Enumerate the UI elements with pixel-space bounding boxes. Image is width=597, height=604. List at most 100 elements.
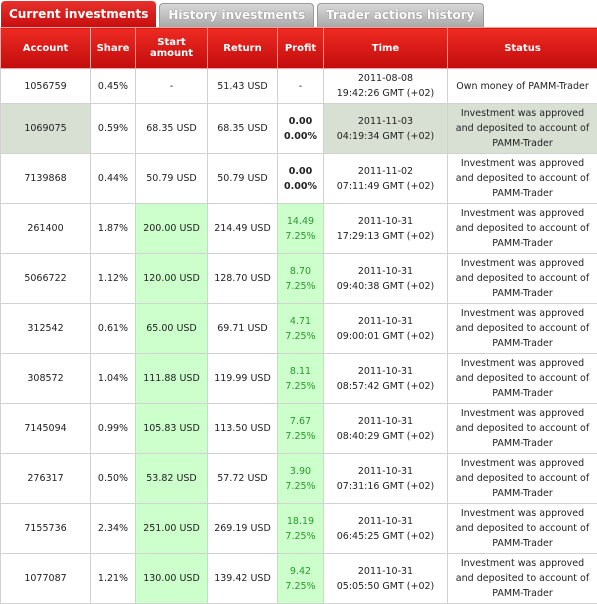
- profit-line: 0.00%: [282, 179, 319, 194]
- start-amount-cell: 53.82 USD: [136, 454, 208, 504]
- start-amount-cell: 251.00 USD: [136, 504, 208, 554]
- account-cell: 1056759: [1, 69, 91, 104]
- time-line: 2011-10-31: [328, 214, 443, 229]
- column-header: Start amount: [136, 28, 208, 69]
- status-cell: Investment was approved and deposited to…: [448, 554, 597, 604]
- share-cell: 2.34%: [91, 504, 136, 554]
- time-line: 06:45:25 GMT (+02): [328, 529, 443, 544]
- column-header: Time: [324, 28, 448, 69]
- account-cell: 312542: [1, 304, 91, 354]
- time-line: 07:11:49 GMT (+02): [328, 179, 443, 194]
- share-cell: 0.99%: [91, 404, 136, 454]
- tab[interactable]: History investments: [159, 3, 314, 27]
- share-cell: 0.45%: [91, 69, 136, 104]
- account-cell: 1069075: [1, 104, 91, 154]
- return-cell: 113.50 USD: [208, 404, 278, 454]
- profit-line: 0.00: [282, 114, 319, 129]
- profit-line: 8.70: [282, 264, 319, 279]
- column-header: Account: [1, 28, 91, 69]
- time-line: 2011-10-31: [328, 564, 443, 579]
- column-header: Status: [448, 28, 597, 69]
- profit-line: 3.90: [282, 464, 319, 479]
- start-amount-cell: 50.79 USD: [136, 154, 208, 204]
- tab[interactable]: Trader actions history: [317, 3, 483, 27]
- return-cell: 139.42 USD: [208, 554, 278, 604]
- profit-line: 9.42: [282, 564, 319, 579]
- time-line: 07:31:16 GMT (+02): [328, 479, 443, 494]
- return-cell: 57.72 USD: [208, 454, 278, 504]
- profit-cell: -: [278, 69, 324, 104]
- time-line: 08:57:42 GMT (+02): [328, 379, 443, 394]
- share-cell: 0.59%: [91, 104, 136, 154]
- column-header: Share: [91, 28, 136, 69]
- profit-line: 7.25%: [282, 579, 319, 594]
- profit-line: 7.25%: [282, 479, 319, 494]
- time-line: 2011-10-31: [328, 314, 443, 329]
- time-line: 09:00:01 GMT (+02): [328, 329, 443, 344]
- profit-line: 7.25%: [282, 429, 319, 444]
- time-line: 2011-11-03: [328, 114, 443, 129]
- status-cell: Investment was approved and deposited to…: [448, 404, 597, 454]
- return-cell: 269.19 USD: [208, 504, 278, 554]
- start-amount-cell: 200.00 USD: [136, 204, 208, 254]
- time-line: 2011-11-02: [328, 164, 443, 179]
- profit-line: 7.25%: [282, 229, 319, 244]
- account-cell: 7155736: [1, 504, 91, 554]
- return-cell: 50.79 USD: [208, 154, 278, 204]
- time-line: 19:42:26 GMT (+02): [328, 86, 443, 101]
- status-cell: Investment was approved and deposited to…: [448, 354, 597, 404]
- status-cell: Investment was approved and deposited to…: [448, 454, 597, 504]
- time-line: 04:19:34 GMT (+02): [328, 129, 443, 144]
- status-cell: Own money of PAMM-Trader: [448, 69, 597, 104]
- profit-line: 7.67: [282, 414, 319, 429]
- return-cell: 51.43 USD: [208, 69, 278, 104]
- start-amount-cell: 111.88 USD: [136, 354, 208, 404]
- status-cell: Investment was approved and deposited to…: [448, 504, 597, 554]
- profit-line: 18.19: [282, 514, 319, 529]
- time-line: 2011-10-31: [328, 264, 443, 279]
- column-header: Profit: [278, 28, 324, 69]
- profit-line: 14.49: [282, 214, 319, 229]
- share-cell: 1.21%: [91, 554, 136, 604]
- return-cell: 68.35 USD: [208, 104, 278, 154]
- status-cell: Investment was approved and deposited to…: [448, 154, 597, 204]
- time-line: 2011-10-31: [328, 514, 443, 529]
- profit-line: 7.25%: [282, 329, 319, 344]
- profit-line: 7.25%: [282, 279, 319, 294]
- profit-line: 8.11: [282, 364, 319, 379]
- share-cell: 0.44%: [91, 154, 136, 204]
- account-cell: 7139868: [1, 154, 91, 204]
- start-amount-cell: 68.35 USD: [136, 104, 208, 154]
- time-line: 2011-08-08: [328, 71, 443, 86]
- tab[interactable]: Current investments: [1, 1, 156, 27]
- time-line: 2011-10-31: [328, 364, 443, 379]
- profit-line: 4.71: [282, 314, 319, 329]
